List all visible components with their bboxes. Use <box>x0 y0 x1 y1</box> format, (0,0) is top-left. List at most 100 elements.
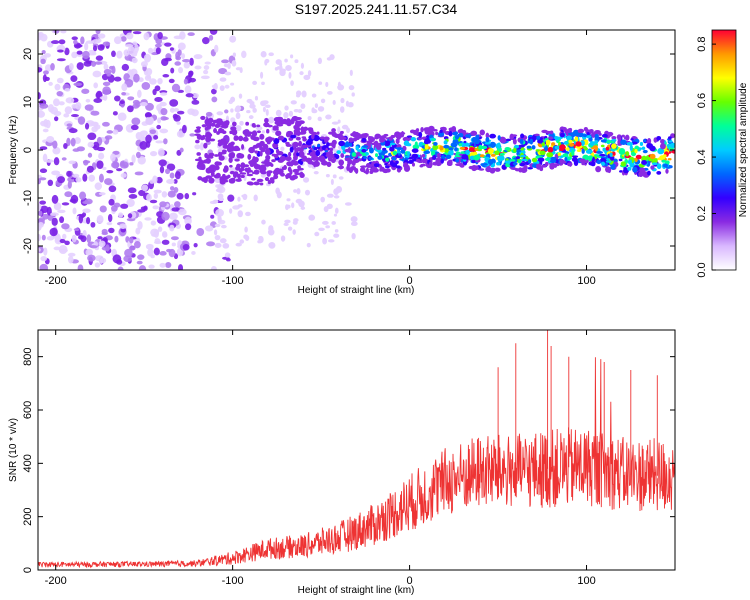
spectrogram-noise-blob <box>45 159 54 163</box>
spectrogram-signal-blob <box>379 137 385 143</box>
spectrogram-noise-blob <box>68 62 74 71</box>
spectrogram-xtick-label: 0 <box>407 275 413 287</box>
spectrogram-noise-blob <box>295 90 302 97</box>
spectrogram-signal-blob <box>619 170 623 173</box>
spectrogram-noise-blob <box>105 244 110 252</box>
spectrogram-noise-blob <box>50 62 55 71</box>
spectrogram-signal-blob <box>490 153 496 157</box>
spectrogram-noise-blob <box>58 39 66 45</box>
spectrogram-signal-blob <box>565 135 573 141</box>
spectrogram-noise-blob <box>154 43 162 48</box>
spectrogram-signal-blob <box>579 158 586 163</box>
spectrogram-signal-blob <box>454 147 458 152</box>
spectrogram-signal-blob <box>661 139 665 143</box>
spectrogram-noise-blob <box>169 107 175 113</box>
spectrogram-signal-blob <box>228 157 233 163</box>
spectrogram-signal-blob <box>348 142 353 147</box>
spectrogram-noise-blob <box>287 226 293 231</box>
spectrogram-noise-blob <box>98 152 105 160</box>
spectrogram-signal-blob <box>292 168 300 172</box>
spectrogram-ylabel: Frequency (Hz) <box>8 116 19 185</box>
spectrogram-noise-blob <box>61 202 70 206</box>
spectrogram-noise-blob <box>104 135 113 140</box>
spectrogram-noise-blob <box>237 204 243 208</box>
spectrogram-noise-blob <box>53 30 60 34</box>
spectrogram-noise-blob <box>300 206 306 210</box>
spectrogram-signal-blob <box>301 144 308 149</box>
spectrogram-signal-blob <box>317 143 321 148</box>
spectrogram-signal-blob <box>195 139 200 144</box>
spectrogram-noise-blob <box>325 173 330 178</box>
spectrogram-noise-blob <box>252 107 257 113</box>
spectrogram-noise-blob <box>143 205 148 211</box>
spectrogram-signal-blob <box>523 165 528 170</box>
spectrogram-signal-blob <box>361 148 367 153</box>
spectrogram-noise-blob <box>137 209 146 213</box>
spectrogram-noise-blob <box>291 202 295 209</box>
spectrogram-noise-blob <box>208 34 214 41</box>
spectrogram-signal-blob <box>360 165 367 168</box>
spectrogram-noise-blob <box>147 248 154 257</box>
spectrogram-signal-blob <box>559 158 565 164</box>
spectrogram-signal-blob <box>246 131 253 135</box>
spectrogram-signal-blob <box>586 132 590 136</box>
spectrogram-signal-blob <box>599 157 607 164</box>
spectrogram-signal-blob <box>394 131 401 138</box>
spectrogram-signal-blob <box>280 172 285 177</box>
spectrogram-signal-blob <box>517 144 525 148</box>
spectrogram-noise-blob <box>102 121 110 127</box>
spectrogram-noise-blob <box>161 211 170 221</box>
spectrogram-noise-blob <box>169 224 175 232</box>
spectrogram-noise-blob <box>71 234 77 243</box>
spectrogram-noise-blob <box>210 265 217 270</box>
spectrogram-noise-blob <box>119 223 127 230</box>
spectrogram-noise-blob <box>311 93 317 98</box>
spectrogram-noise-blob <box>194 65 202 70</box>
spectrogram-noise-blob <box>268 225 274 232</box>
spectrogram-noise-blob <box>227 194 235 202</box>
spectrogram-signal-blob <box>667 136 672 140</box>
spectrogram-signal-blob <box>227 147 235 152</box>
spectrogram-noise-blob <box>290 54 294 59</box>
spectrogram-noise-blob <box>187 32 195 37</box>
spectrogram-noise-blob <box>348 85 355 91</box>
spectrogram-signal-blob <box>383 133 389 137</box>
spectrogram-signal-blob <box>373 141 377 146</box>
spectrogram-noise-blob <box>127 187 137 194</box>
spectrogram-signal-blob <box>296 120 302 126</box>
spectrogram-noise-blob <box>43 247 48 256</box>
spectrogram-signal-blob <box>566 162 573 167</box>
spectrogram-signal-blob <box>536 134 541 141</box>
spectrogram-noise-blob <box>307 70 312 77</box>
spectrogram-noise-blob <box>137 156 146 165</box>
colorbar-tick-label: 0.0 <box>696 262 708 277</box>
spectrogram-signal-blob <box>471 159 476 164</box>
spectrogram-noise-blob <box>76 146 85 152</box>
spectrogram-signal-blob <box>433 142 438 146</box>
spectrogram-noise-blob <box>71 51 78 59</box>
spectrogram-signal-blob <box>439 145 444 151</box>
spectrogram-noise-blob <box>163 138 168 145</box>
spectrogram-noise-blob <box>131 154 136 164</box>
spectrogram-signal-blob <box>264 117 269 124</box>
spectrogram-signal-blob <box>339 130 344 135</box>
spectrogram-noise-blob <box>77 116 86 125</box>
spectrogram-noise-blob <box>176 192 184 200</box>
spectrogram-noise-blob <box>261 100 269 105</box>
spectrogram-noise-blob <box>113 36 122 45</box>
spectrogram-noise-blob <box>144 217 152 221</box>
spectrogram-signal-blob <box>275 130 282 137</box>
spectrogram-noise-blob <box>179 31 186 40</box>
spectrogram-noise-blob <box>53 202 62 211</box>
spectrogram-signal-blob <box>338 159 345 166</box>
spectrogram-signal-blob <box>562 153 569 158</box>
spectrogram-noise-blob <box>116 168 123 172</box>
spectrogram-signal-blob <box>298 151 305 158</box>
spectrogram-signal-blob <box>553 163 558 168</box>
spectrogram-noise-blob <box>161 239 170 245</box>
spectrogram-signal-blob <box>531 157 538 163</box>
spectrogram-noise-blob <box>325 81 329 87</box>
spectrogram-signal-blob <box>296 152 300 157</box>
spectrogram-noise-blob <box>95 30 101 35</box>
spectrogram-signal-blob <box>575 141 582 147</box>
